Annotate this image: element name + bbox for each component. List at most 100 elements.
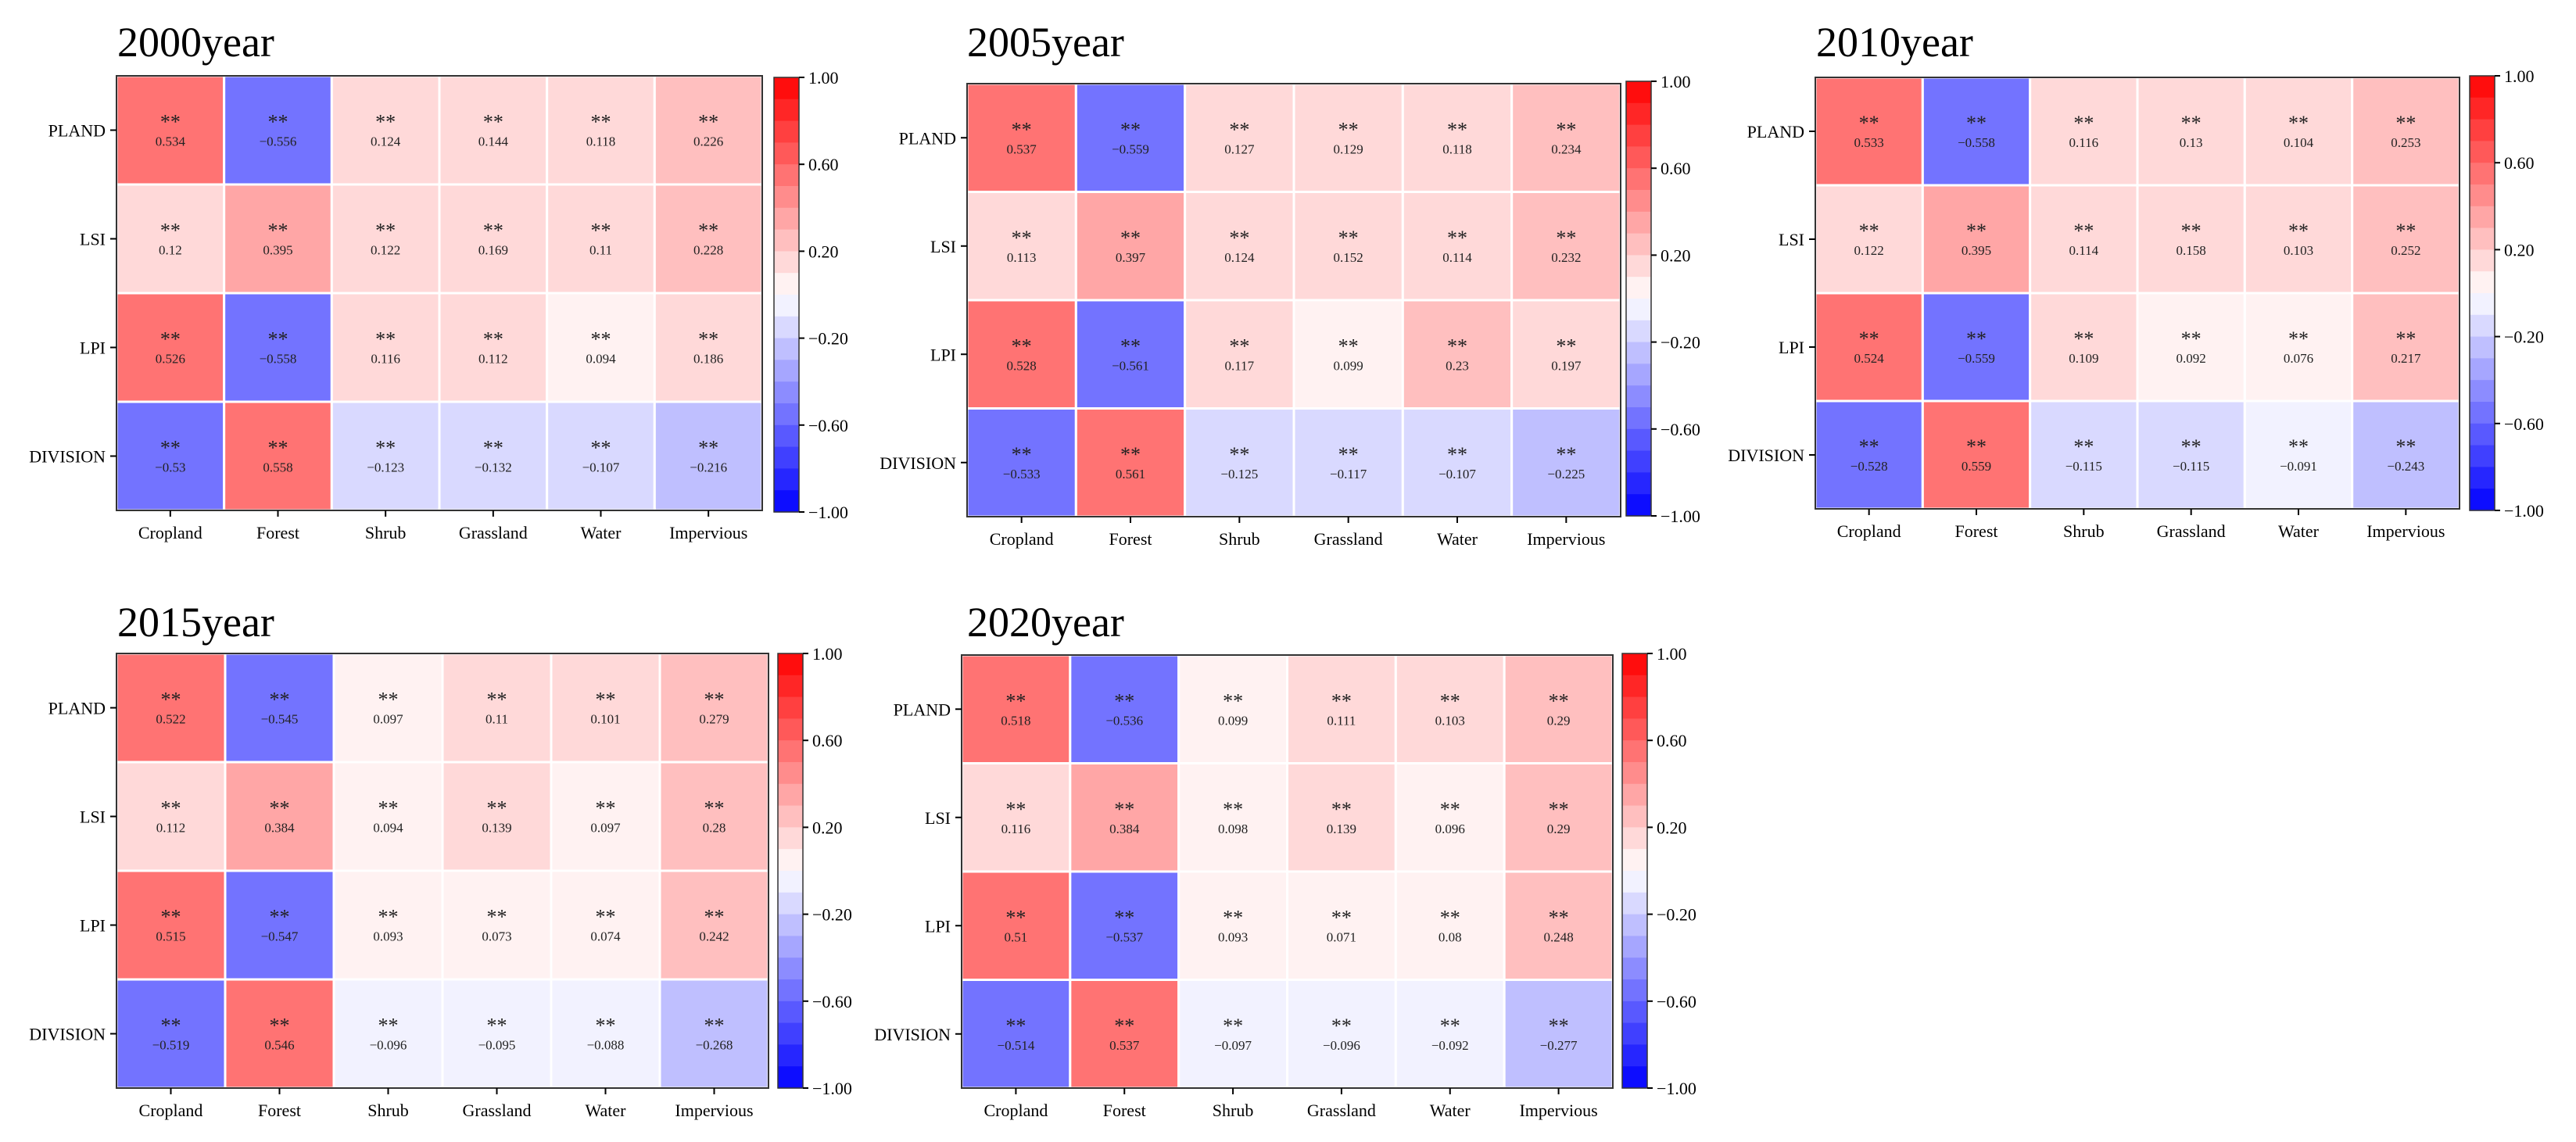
significance-label: ** (270, 797, 290, 820)
cell-value-label: 0.158 (2177, 243, 2206, 258)
cell-value-label: 0.093 (1218, 929, 1248, 944)
colorbar-band (2470, 380, 2495, 403)
significance-label: ** (483, 111, 503, 134)
cell-value-label: −0.243 (2387, 459, 2424, 474)
significance-label: ** (1447, 118, 1467, 141)
heatmap-panel-2020year: 2020year**0.518**−0.536**0.099**0.111**0… (874, 599, 1696, 1120)
cell-value-label: 0.104 (2284, 135, 2314, 150)
heatmap-cell (115, 761, 227, 872)
column-label: Shrub (1219, 529, 1260, 549)
colorbar-tick-label: 1.00 (812, 644, 843, 664)
significance-label: ** (1229, 227, 1249, 249)
heatmap-cell (1069, 762, 1181, 873)
column-label: Water (581, 523, 622, 542)
colorbar-band (1622, 805, 1647, 828)
colorbar-band (2470, 97, 2495, 120)
cell-value-label: −0.545 (261, 712, 299, 727)
heatmap-cell (223, 183, 333, 295)
column-label: Shrub (1213, 1101, 1254, 1120)
cell-value-label: 0.279 (699, 712, 729, 727)
cell-value-label: 0.234 (1551, 141, 1582, 156)
cell-value-label: −0.558 (1958, 135, 1995, 150)
significance-label: ** (1005, 689, 1026, 712)
column-label: Cropland (983, 1101, 1048, 1120)
significance-label: ** (1012, 443, 1032, 466)
cell-value-label: 0.533 (1854, 135, 1884, 150)
cell-value-label: 0.101 (590, 712, 620, 727)
cell-value-label: 0.11 (589, 243, 612, 258)
cell-value-label: 0.397 (1116, 250, 1146, 265)
significance-label: ** (1120, 335, 1141, 357)
heatmap-frame (961, 654, 1614, 1089)
colorbar-band (2470, 119, 2495, 141)
significance-label: ** (1120, 118, 1141, 141)
column-label: Impervious (675, 1101, 753, 1120)
column-label: Forest (258, 1101, 301, 1120)
cell-value-label: 0.094 (373, 821, 403, 836)
cell-value-label: −0.096 (370, 1038, 407, 1053)
colorbar-band (774, 77, 799, 100)
significance-label: ** (704, 1015, 725, 1037)
significance-label: ** (1223, 1015, 1243, 1037)
cell-value-label: 0.169 (478, 243, 508, 258)
heatmap-frame (1815, 77, 2460, 510)
significance-label: ** (1556, 227, 1576, 249)
cell-value-label: −0.107 (582, 460, 620, 475)
cell-value-label: −0.095 (478, 1038, 516, 1053)
cell-value-label: −0.556 (260, 134, 297, 149)
significance-label: ** (698, 111, 718, 134)
cell-value-label: −0.115 (2065, 459, 2102, 474)
cell-value-label: −0.123 (367, 460, 404, 475)
significance-label: ** (1338, 118, 1359, 141)
heatmap-cell (2136, 399, 2246, 510)
colorbar-band (2470, 227, 2495, 250)
cell-value-label: −0.092 (1431, 1038, 1469, 1053)
cell-value-label: 0.515 (156, 929, 185, 944)
cell-value-label: 0.518 (1001, 713, 1030, 728)
colorbar-band (778, 718, 803, 741)
colorbar-band (774, 490, 799, 513)
significance-label: ** (2073, 220, 2094, 242)
colorbar-band (778, 892, 803, 915)
colorbar: 1.00 0.60 0.20 −0.20 −0.60 −1.00 (1621, 644, 1696, 1098)
row-label: LPI (80, 338, 106, 358)
cell-value-label: 0.129 (1334, 141, 1363, 156)
colorbar-tick-label: 1.00 (808, 68, 839, 88)
heatmap-cell (1177, 653, 1288, 764)
heatmap-cell (438, 183, 549, 295)
significance-label: ** (1447, 227, 1467, 249)
colorbar-tick-label: −1.00 (2504, 501, 2544, 521)
cell-value-label: 0.074 (590, 929, 621, 944)
heatmap-frame (116, 75, 763, 511)
cell-value-label: 0.071 (1327, 929, 1356, 944)
colorbar-tick-label: 1.00 (2504, 66, 2535, 86)
heatmap-cell (438, 292, 549, 403)
cell-value-label: −0.107 (1438, 467, 1476, 482)
colorbar-band (2470, 467, 2495, 489)
cell-value-label: 0.252 (2391, 243, 2420, 258)
significance-label: ** (1229, 335, 1249, 357)
cell-value-label: 0.561 (1116, 467, 1145, 482)
panel-title: 2020year (967, 599, 1124, 646)
cell-value-label: 0.097 (373, 712, 403, 727)
significance-label: ** (2073, 328, 2094, 350)
significance-label: ** (1012, 227, 1032, 249)
cell-value-label: 0.384 (1109, 822, 1140, 836)
significance-label: ** (487, 797, 507, 820)
cell-value-label: 0.11 (485, 712, 508, 727)
significance-label: ** (1859, 112, 1879, 134)
colorbar-band (1626, 299, 1651, 321)
heatmap-cell (2029, 292, 2139, 403)
colorbar-band (1626, 385, 1651, 408)
significance-label: ** (698, 220, 718, 242)
significance-label: ** (2288, 112, 2309, 134)
colorbar-band (1622, 914, 1647, 936)
colorbar-band (1622, 979, 1647, 1002)
heatmap-cell (550, 869, 661, 981)
cell-value-label: −0.547 (261, 929, 299, 944)
significance-label: ** (596, 689, 616, 711)
heatmap-cell (1503, 870, 1614, 981)
significance-label: ** (596, 797, 616, 820)
heatmap-cell (438, 400, 549, 512)
heatmap-cell (960, 653, 1072, 764)
